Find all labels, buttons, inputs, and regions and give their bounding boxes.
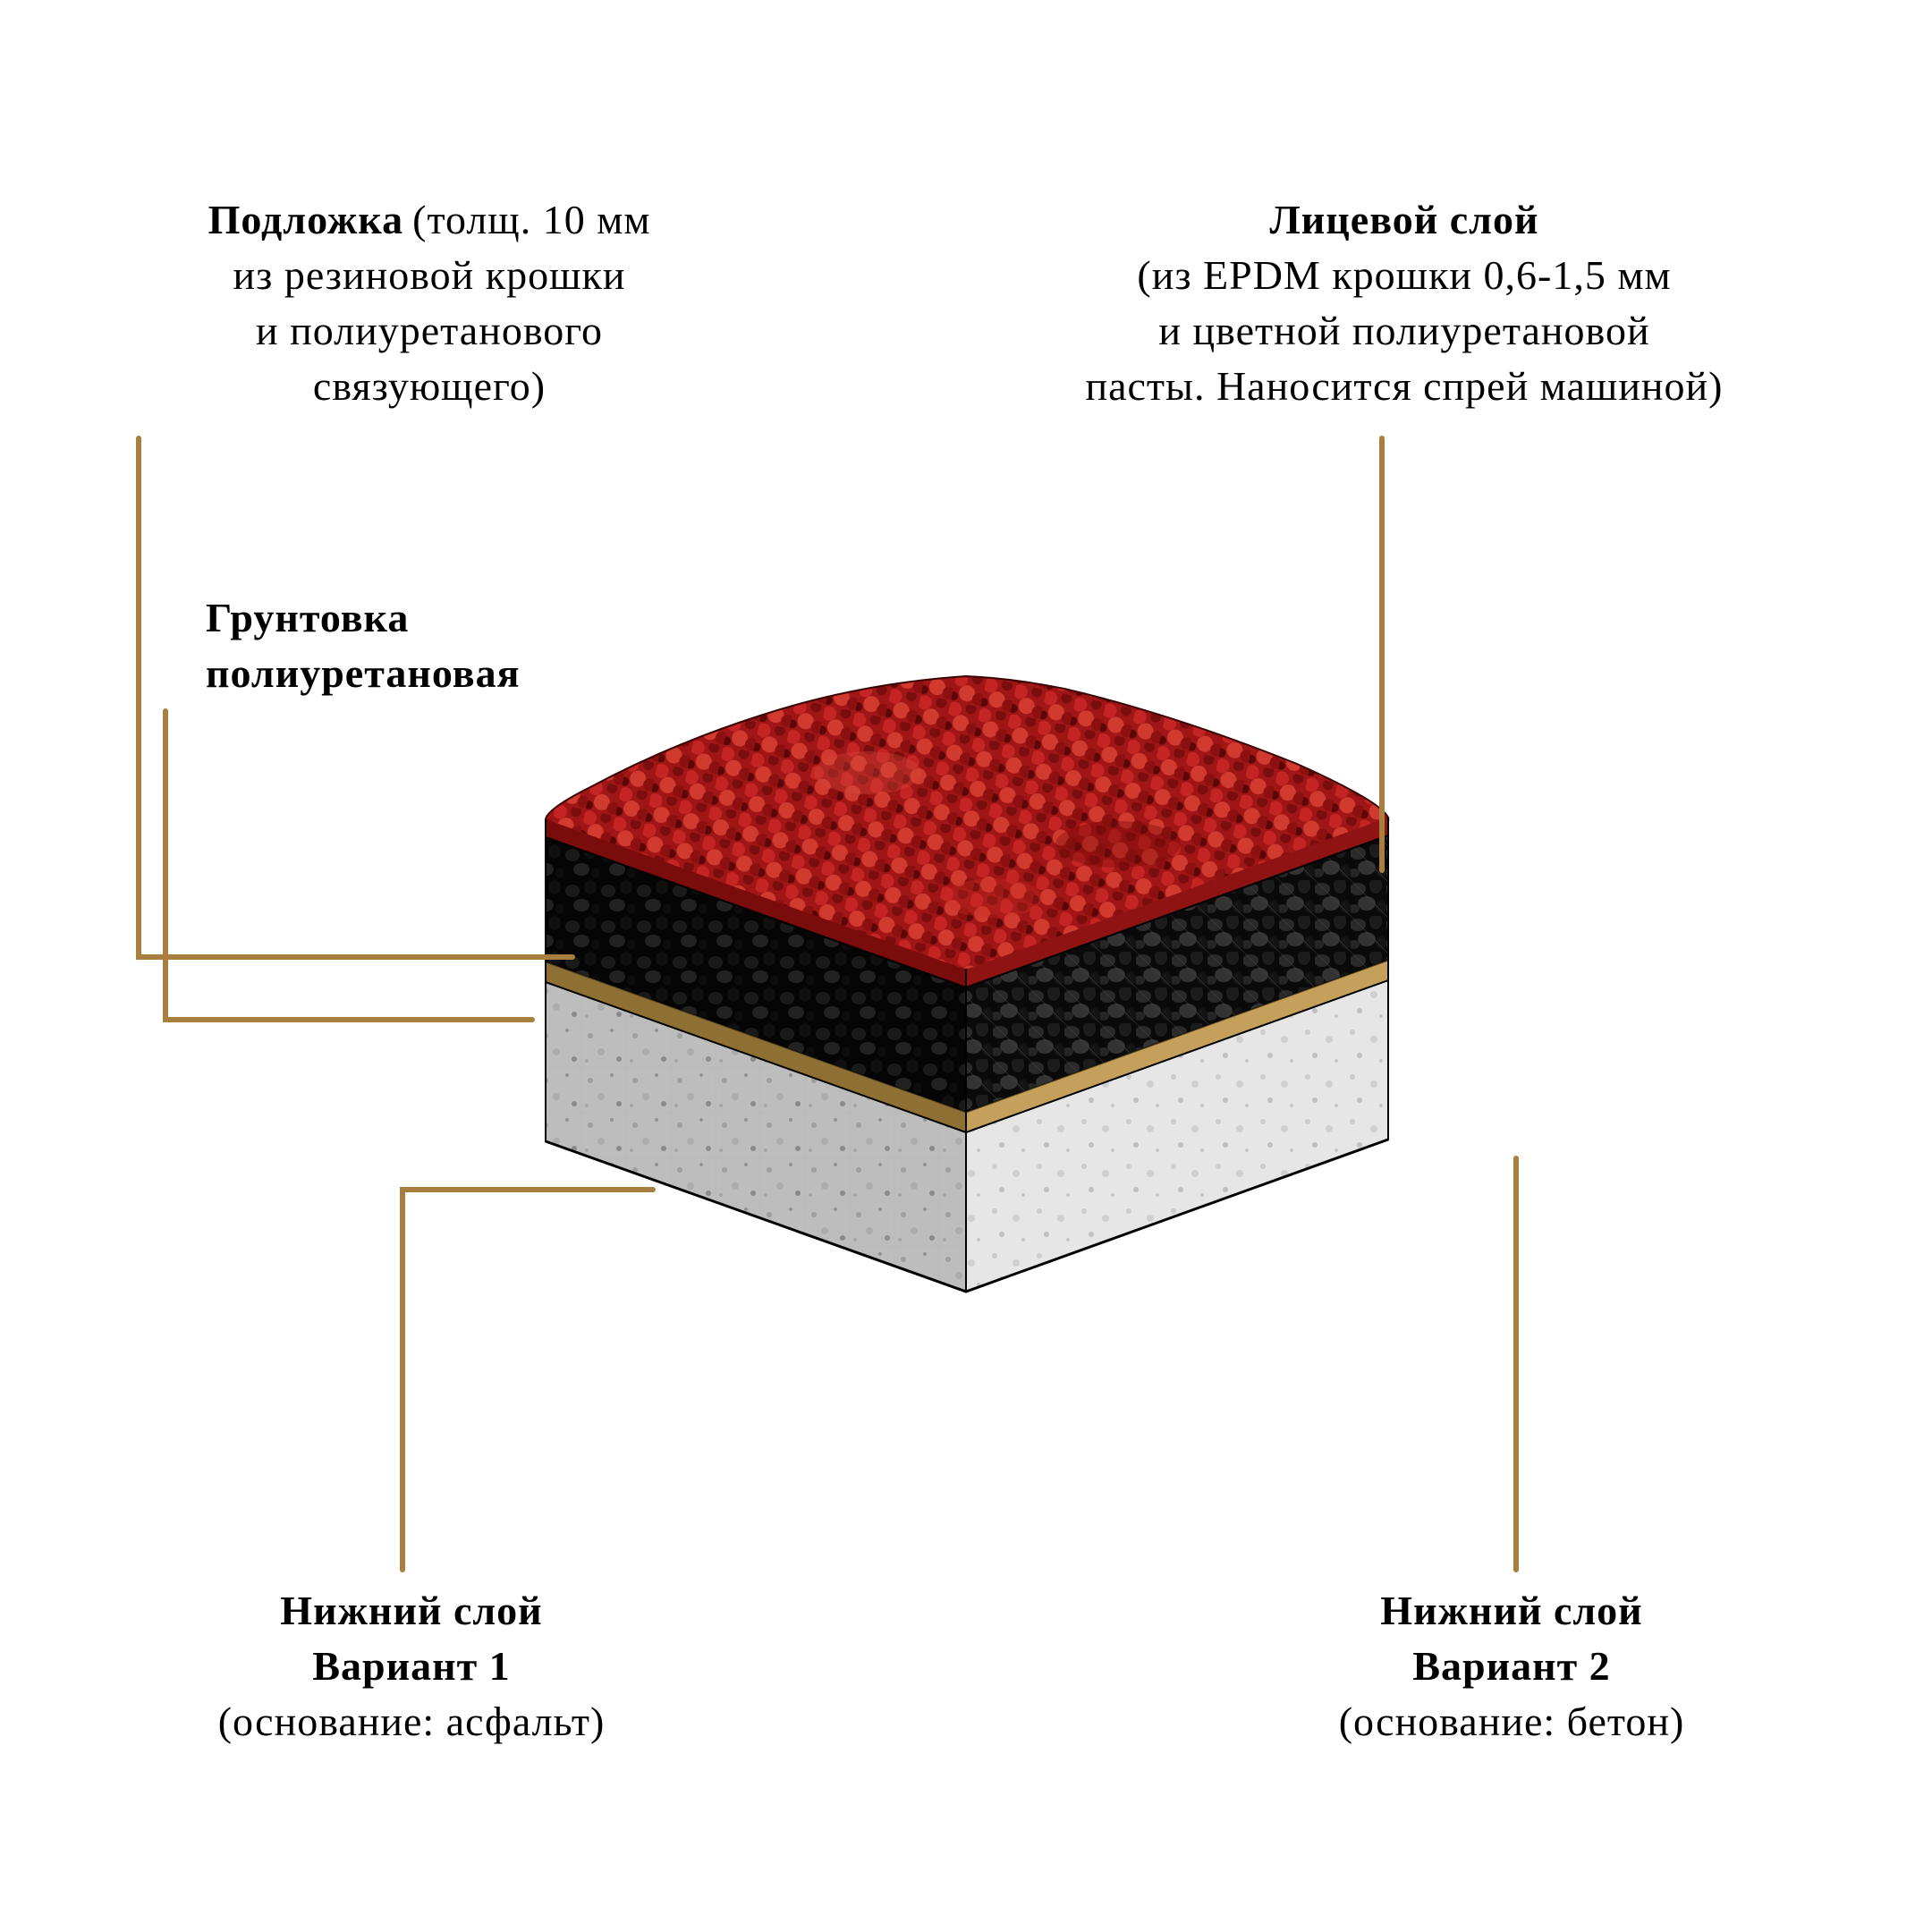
primer-title-l1: Грунтовка <box>206 590 778 646</box>
substrate-desc-open: (толщ. 10 мм <box>412 197 650 242</box>
label-toplayer: Лицевой слой (из EPDM крошки 0,6-1,5 мм … <box>966 192 1843 414</box>
toplayer-desc-l3: пасты. Наносится спрей машиной) <box>966 359 1843 414</box>
toplayer-title: Лицевой слой <box>966 192 1843 248</box>
cross-section-diagram <box>492 665 1440 1292</box>
substrate-desc-l3: и полиуретанового <box>89 303 769 359</box>
substrate-desc-l2: из резиновой крошки <box>89 248 769 303</box>
toplayer-desc-l1: (из EPDM крошки 0,6-1,5 мм <box>966 248 1843 303</box>
base1-title-l1: Нижний слой <box>125 1583 698 1639</box>
base1-desc: (основание: асфальт) <box>125 1694 698 1750</box>
toplayer-desc-l2: и цветной полиуретановой <box>966 303 1843 359</box>
base2-desc: (основание: бетон) <box>1225 1694 1798 1750</box>
leader-primer <box>165 711 532 1020</box>
substrate-desc-l4: связующего) <box>89 359 769 414</box>
substrate-title: Подложка <box>208 197 404 242</box>
cross-section-svg <box>492 665 1440 1292</box>
base1-title-l2: Вариант 1 <box>125 1639 698 1694</box>
label-base1: Нижний слой Вариант 1 (основание: асфаль… <box>125 1583 698 1750</box>
label-base2: Нижний слой Вариант 2 (основание: бетон) <box>1225 1583 1798 1750</box>
label-primer: Грунтовка полиуретановая <box>206 590 778 701</box>
label-substrate: Подложка (толщ. 10 мм из резиновой крошк… <box>89 192 769 414</box>
base2-title-l2: Вариант 2 <box>1225 1639 1798 1694</box>
primer-title-l2: полиуретановая <box>206 646 778 701</box>
base2-title-l1: Нижний слой <box>1225 1583 1798 1639</box>
